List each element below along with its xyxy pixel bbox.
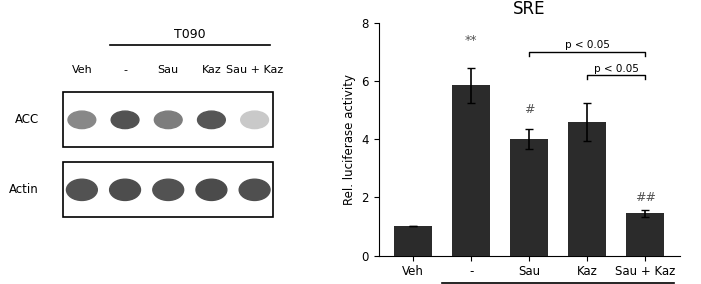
Text: T090: T090 [174, 28, 205, 41]
Ellipse shape [240, 111, 268, 129]
Text: ##: ## [634, 191, 655, 204]
Text: -: - [123, 65, 127, 75]
Ellipse shape [68, 111, 96, 129]
Text: #: # [524, 103, 534, 116]
Text: Sau + Kaz: Sau + Kaz [226, 65, 283, 75]
Ellipse shape [67, 179, 97, 201]
Text: Actin: Actin [9, 183, 39, 196]
Text: Kaz: Kaz [202, 65, 222, 75]
Bar [627, 213, 664, 256]
Text: ACC: ACC [15, 113, 39, 126]
Text: Sau: Sau [158, 65, 179, 75]
Ellipse shape [239, 179, 270, 201]
Y-axis label: Rel. luciferase activity: Rel. luciferase activity [343, 74, 356, 205]
Bar [569, 122, 606, 256]
Text: p < 0.05: p < 0.05 [565, 40, 610, 50]
Ellipse shape [198, 111, 225, 129]
Text: **: ** [465, 34, 477, 47]
Ellipse shape [109, 179, 140, 201]
Ellipse shape [196, 179, 227, 201]
Title: SRE: SRE [513, 0, 545, 18]
Text: p < 0.05: p < 0.05 [594, 64, 639, 74]
Bar [63, 162, 273, 217]
Ellipse shape [153, 179, 184, 201]
Ellipse shape [111, 111, 139, 129]
Bar [63, 92, 273, 147]
Bar [452, 85, 490, 256]
Bar [395, 227, 432, 256]
Ellipse shape [154, 111, 182, 129]
Bar [510, 139, 548, 256]
Text: Veh: Veh [72, 65, 93, 75]
